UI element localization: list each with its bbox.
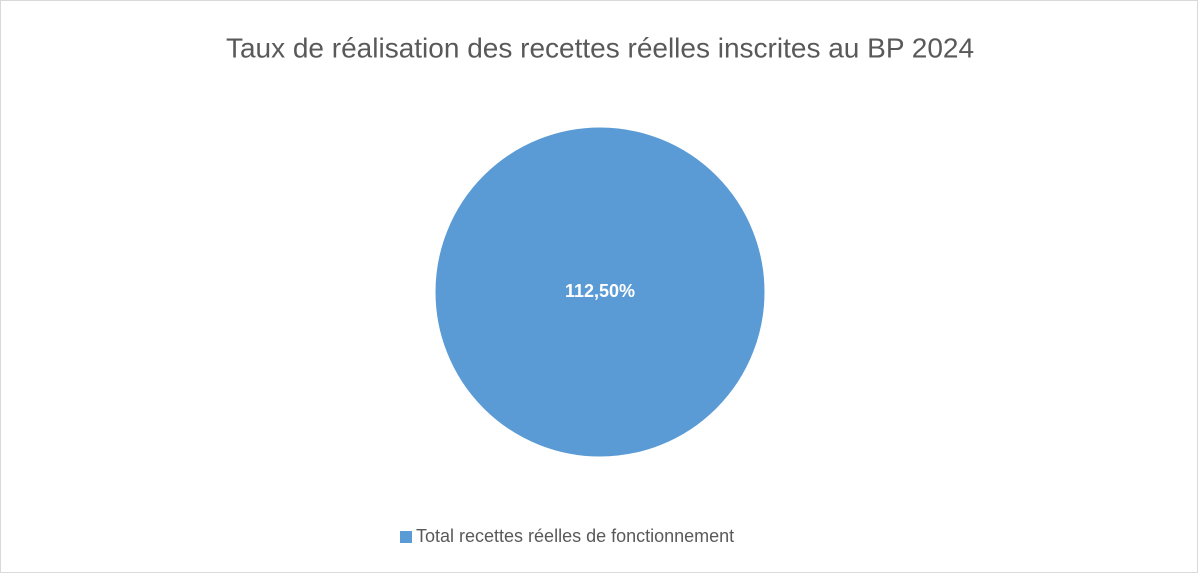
- legend-label: Total recettes réelles de fonctionnement: [416, 526, 734, 546]
- chart-title: Taux de réalisation des recettes réelles…: [226, 32, 974, 63]
- pie-slice: [434, 126, 766, 458]
- data-label: 112,50%: [565, 281, 635, 301]
- legend-swatch: [400, 531, 412, 543]
